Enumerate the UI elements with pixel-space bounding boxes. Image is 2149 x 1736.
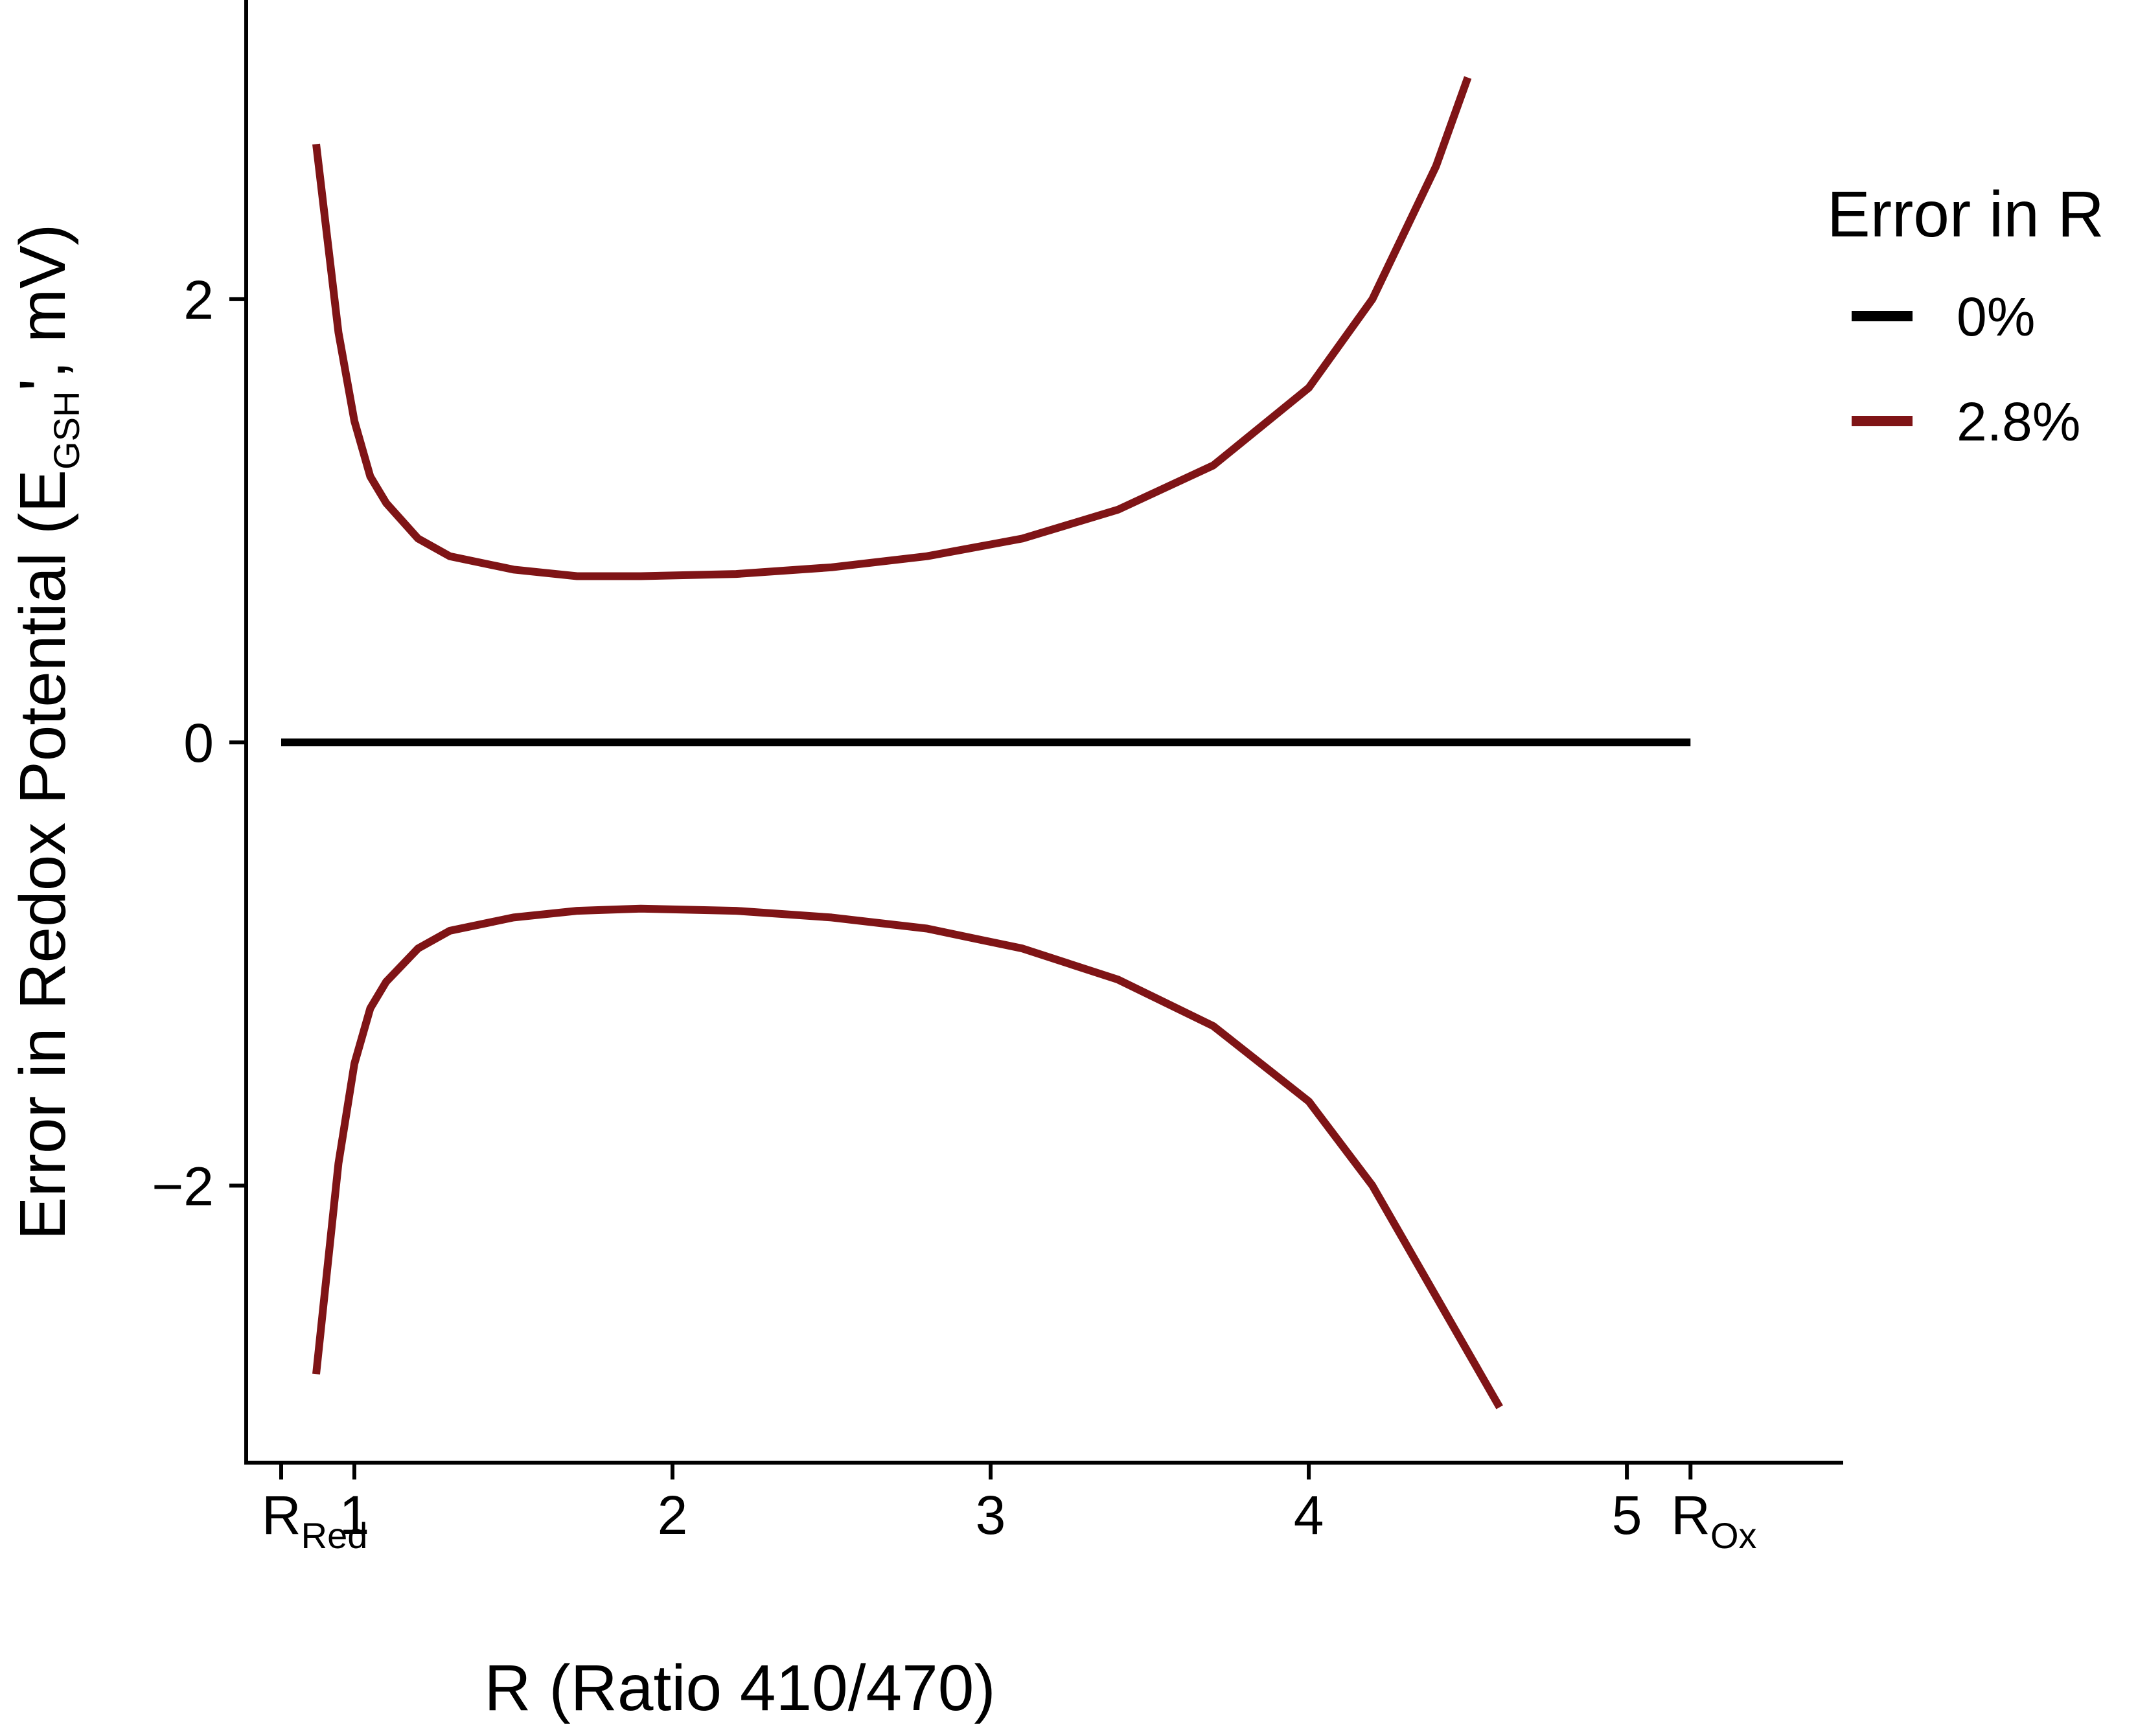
- legend-label-0pct: 0%: [1957, 286, 2035, 347]
- x-tick-label-1: 1: [339, 1485, 370, 1546]
- x-tick-label-6: ROx: [1671, 1485, 1756, 1556]
- x-tick-label-4: 4: [1294, 1485, 1324, 1546]
- y-ticks: −2 0 2: [152, 269, 246, 1216]
- y-axis-title: Error in Redox Potential (EGSH', mV): [6, 224, 87, 1240]
- x-tick-label-0: RRed: [262, 1485, 367, 1556]
- y-tick-label-0: −2: [152, 1156, 214, 1216]
- y-axis-title-sub: GSH: [46, 391, 87, 470]
- x-axis-title: R (Ratio 410/470): [484, 1652, 995, 1724]
- x-tick-label-2: 2: [658, 1485, 688, 1546]
- y-tick-label-2: 2: [183, 269, 214, 330]
- legend-item-0pct: 0%: [1852, 286, 2035, 347]
- series-line-2: [312, 904, 1503, 1410]
- legend-item-2-8pct: 2.8%: [1852, 391, 2080, 452]
- series-line-1: [312, 76, 1472, 580]
- legend-label-2-8pct: 2.8%: [1957, 391, 2080, 452]
- y-axis-title-main: Error in Redox Potential (E: [6, 470, 79, 1240]
- series-layer: [281, 76, 1691, 1410]
- x-tick-label-3: 3: [976, 1485, 1006, 1546]
- y-tick-label-1: 0: [183, 713, 214, 773]
- x-tick-label-5: 5: [1612, 1485, 1642, 1546]
- y-axis-title-after: ', mV): [6, 224, 79, 391]
- legend: Error in R 0% 2.8%: [1827, 178, 2104, 452]
- legend-title: Error in R: [1827, 178, 2104, 251]
